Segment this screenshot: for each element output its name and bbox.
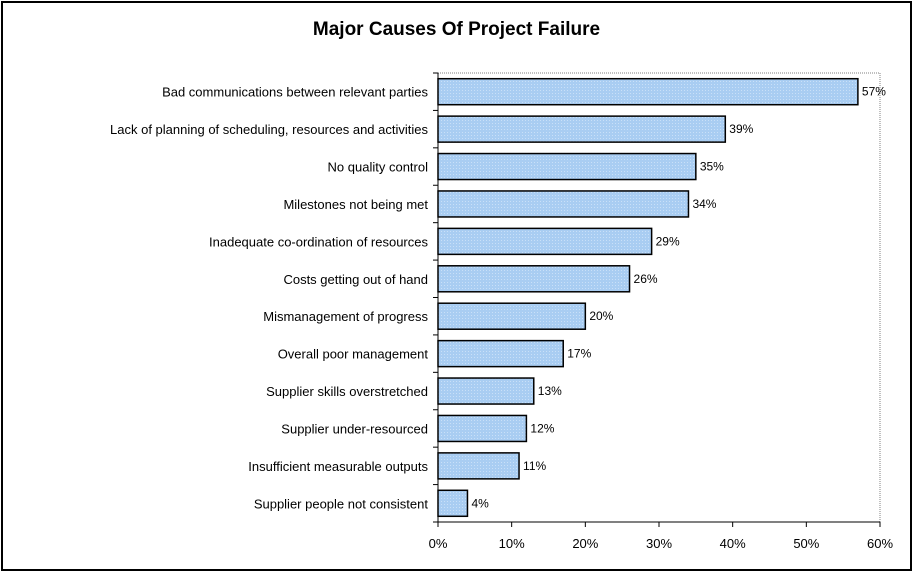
- category-label-7: Mismanagement of progress: [263, 309, 428, 324]
- x-tick-label-5: 50%: [793, 536, 819, 551]
- bar-3: [437, 152, 697, 181]
- value-label-1: 57%: [862, 85, 886, 99]
- value-label-7: 20%: [589, 309, 613, 323]
- chart-title: Major Causes Of Project Failure: [312, 19, 601, 40]
- category-label-3: No quality control: [328, 160, 429, 175]
- value-label-12: 4%: [471, 496, 489, 510]
- category-label-12: Supplier people not consistent: [254, 496, 429, 511]
- value-label-9: 13%: [538, 384, 562, 398]
- value-label-4: 34%: [692, 197, 716, 211]
- category-label-8: Overall poor management: [278, 347, 429, 362]
- bar-10: [437, 414, 528, 443]
- category-label-1: Bad communications between relevant part…: [162, 85, 428, 100]
- value-label-2: 39%: [729, 122, 753, 136]
- x-tick-label-2: 20%: [572, 536, 598, 551]
- value-label-6: 26%: [634, 272, 658, 286]
- value-label-11: 11%: [523, 459, 546, 473]
- value-label-3: 35%: [700, 160, 724, 174]
- bar-6: [437, 265, 631, 293]
- bar-1: [437, 77, 859, 106]
- x-tick-label-6: 60%: [867, 536, 893, 551]
- category-labels: Bad communications between relevant part…: [110, 85, 428, 512]
- bars-group: [437, 77, 859, 518]
- x-tick-label-0: 0%: [429, 536, 448, 551]
- category-label-6: Costs getting out of hand: [283, 272, 428, 287]
- x-tick-label-1: 10%: [499, 536, 525, 551]
- category-label-2: Lack of planning of scheduling, resource…: [110, 122, 428, 137]
- bar-11: [437, 452, 520, 480]
- category-label-4: Milestones not being met: [283, 197, 428, 212]
- category-label-11: Insufficient measurable outputs: [248, 459, 428, 474]
- category-label-9: Supplier skills overstretched: [266, 384, 428, 399]
- bar-2: [437, 115, 727, 143]
- axes-group: 0% 10% 20% 30% 40% 50% 60%: [429, 72, 893, 551]
- value-label-10: 12%: [530, 421, 554, 435]
- category-label-10: Supplier under-resourced: [281, 421, 428, 436]
- bar-8: [437, 339, 564, 368]
- x-tick-label-3: 30%: [646, 536, 672, 551]
- value-label-8: 17%: [567, 347, 591, 361]
- x-tick-label-4: 40%: [720, 536, 746, 551]
- value-label-5: 29%: [656, 234, 680, 248]
- bar-7: [437, 302, 587, 330]
- value-labels: 57% 39% 35% 34% 29% 26% 20% 17% 13% 12% 11% 4%: [471, 85, 886, 511]
- bar-12: [437, 489, 469, 518]
- bar-4: [437, 190, 690, 218]
- bar-5: [437, 227, 653, 256]
- category-label-5: Inadequate co-ordination of resources: [209, 234, 428, 249]
- bar-9: [437, 377, 535, 405]
